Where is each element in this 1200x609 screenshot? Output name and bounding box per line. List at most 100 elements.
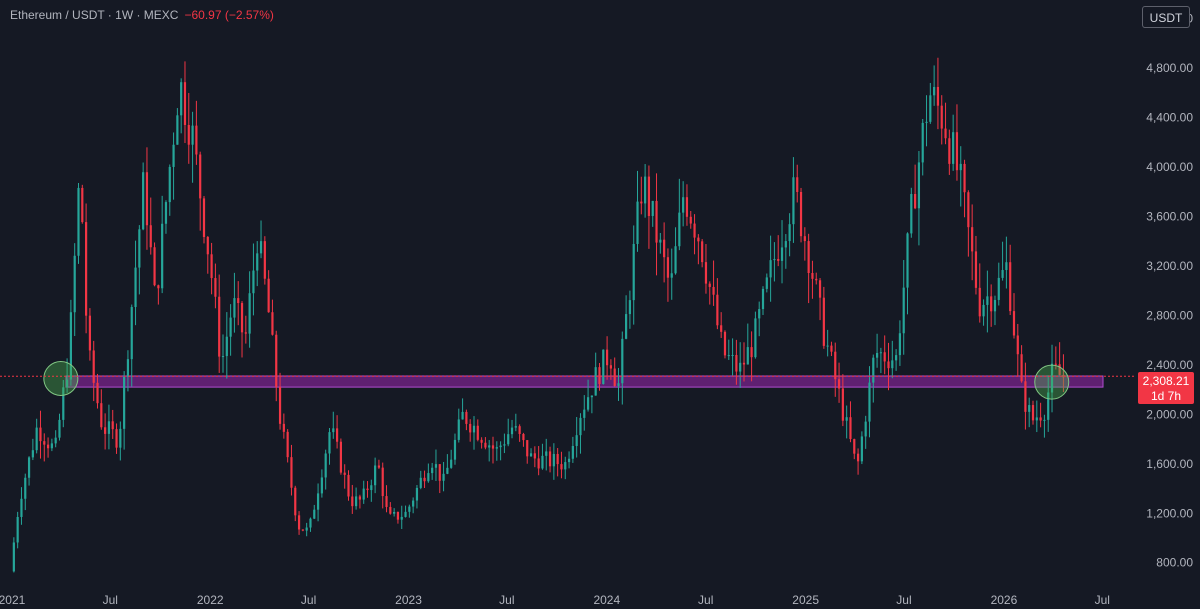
candle-body	[39, 427, 42, 442]
candle-body	[560, 464, 563, 470]
candle-body	[469, 423, 472, 433]
candle-body	[400, 516, 403, 520]
candle-body	[1062, 374, 1065, 378]
chart-header: Ethereum / USDT · 1W · MEXC −60.97 (−2.57…	[10, 8, 274, 22]
candle-body	[602, 349, 605, 385]
candle-body	[750, 347, 753, 358]
candle-body	[210, 254, 213, 279]
candle-body	[723, 331, 727, 356]
candle-body	[674, 246, 677, 274]
candle-body	[533, 453, 536, 459]
y-tick-label: 3,600.00	[1146, 209, 1193, 223]
candle-body	[100, 403, 103, 428]
x-tick-label: 2023	[395, 593, 422, 607]
x-tick-label: Jul	[301, 593, 316, 607]
candle-body	[948, 138, 951, 164]
candle-body	[826, 345, 829, 347]
candle-body	[818, 280, 822, 298]
candle-body	[811, 272, 814, 279]
y-tick-label: 4,800.00	[1146, 61, 1193, 75]
candle-body	[320, 477, 323, 494]
candle-body	[172, 144, 175, 167]
candle-body	[993, 299, 997, 312]
candle-body	[837, 379, 841, 389]
candle-body	[286, 431, 289, 458]
candle-body	[96, 382, 99, 404]
candle-body	[31, 450, 34, 458]
candle-body	[1024, 381, 1027, 412]
candle-body	[221, 356, 225, 358]
candle-body	[488, 445, 491, 448]
candle-body	[453, 439, 457, 460]
candle-body	[625, 314, 628, 339]
x-tick-label: Jul	[698, 593, 713, 607]
candle-body	[415, 487, 419, 501]
candle-body	[69, 312, 72, 380]
candle-body	[571, 445, 574, 459]
candle-body	[335, 428, 339, 442]
y-tick-label: 2,800.00	[1146, 308, 1193, 322]
candle-body	[720, 325, 723, 332]
candle-body	[940, 105, 943, 129]
candle-body	[1031, 405, 1035, 421]
candle-body	[883, 352, 886, 362]
candle-body	[1020, 354, 1023, 382]
candle-body	[12, 542, 15, 572]
x-tick-label: Jul	[103, 593, 118, 607]
candle-body	[259, 241, 263, 254]
candle-body	[65, 379, 69, 388]
x-tick-label: 2025	[792, 593, 819, 607]
candle-body	[377, 465, 381, 468]
candle-body	[537, 458, 540, 469]
candle-body	[609, 365, 612, 369]
candle-body	[746, 347, 749, 365]
candle-body	[727, 355, 730, 357]
candle-body	[712, 286, 715, 295]
x-tick-label: 2024	[593, 593, 620, 607]
last-price-label: 2,308.21 1d 7h	[1138, 372, 1194, 404]
candle-body	[644, 176, 647, 204]
candle-body	[655, 200, 658, 243]
candle-body	[233, 298, 236, 318]
candle-body	[278, 386, 282, 424]
candle-body	[138, 229, 141, 268]
candle-body	[693, 223, 696, 238]
candle-body	[613, 368, 616, 386]
candle-body	[685, 197, 689, 217]
candle-body	[815, 278, 818, 281]
candle-body	[704, 262, 708, 284]
candle-body	[491, 445, 495, 449]
candle-body	[484, 442, 487, 448]
candle-body	[104, 427, 107, 434]
candle-body	[952, 132, 955, 164]
candle-body	[465, 411, 468, 424]
candle-body	[773, 258, 776, 261]
candle-body	[1035, 417, 1038, 421]
candle-body	[628, 300, 632, 315]
candle-body	[206, 236, 209, 255]
candle-body	[872, 357, 875, 383]
candle-body	[860, 436, 863, 462]
candle-body	[248, 293, 251, 334]
candle-body	[176, 115, 179, 145]
y-tick-label: 4,000.00	[1146, 160, 1193, 174]
y-tick-label: 1,200.00	[1146, 506, 1193, 520]
candle-body	[263, 241, 266, 279]
candle-body	[1043, 419, 1046, 421]
candle-body	[404, 511, 407, 517]
candle-body	[1039, 417, 1042, 421]
candle-body	[199, 154, 202, 199]
candle-body	[297, 515, 301, 530]
candle-body	[313, 509, 316, 519]
candle-body	[590, 395, 593, 398]
x-tick-label: 2026	[991, 593, 1018, 607]
candle-body	[552, 453, 555, 467]
currency-button[interactable]: USDT	[1142, 6, 1190, 28]
candle-body	[301, 529, 304, 531]
candle-body	[754, 318, 757, 358]
candle-body	[758, 309, 761, 319]
candle-body	[799, 192, 803, 237]
candle-body	[792, 177, 795, 225]
candle-body	[168, 166, 171, 203]
